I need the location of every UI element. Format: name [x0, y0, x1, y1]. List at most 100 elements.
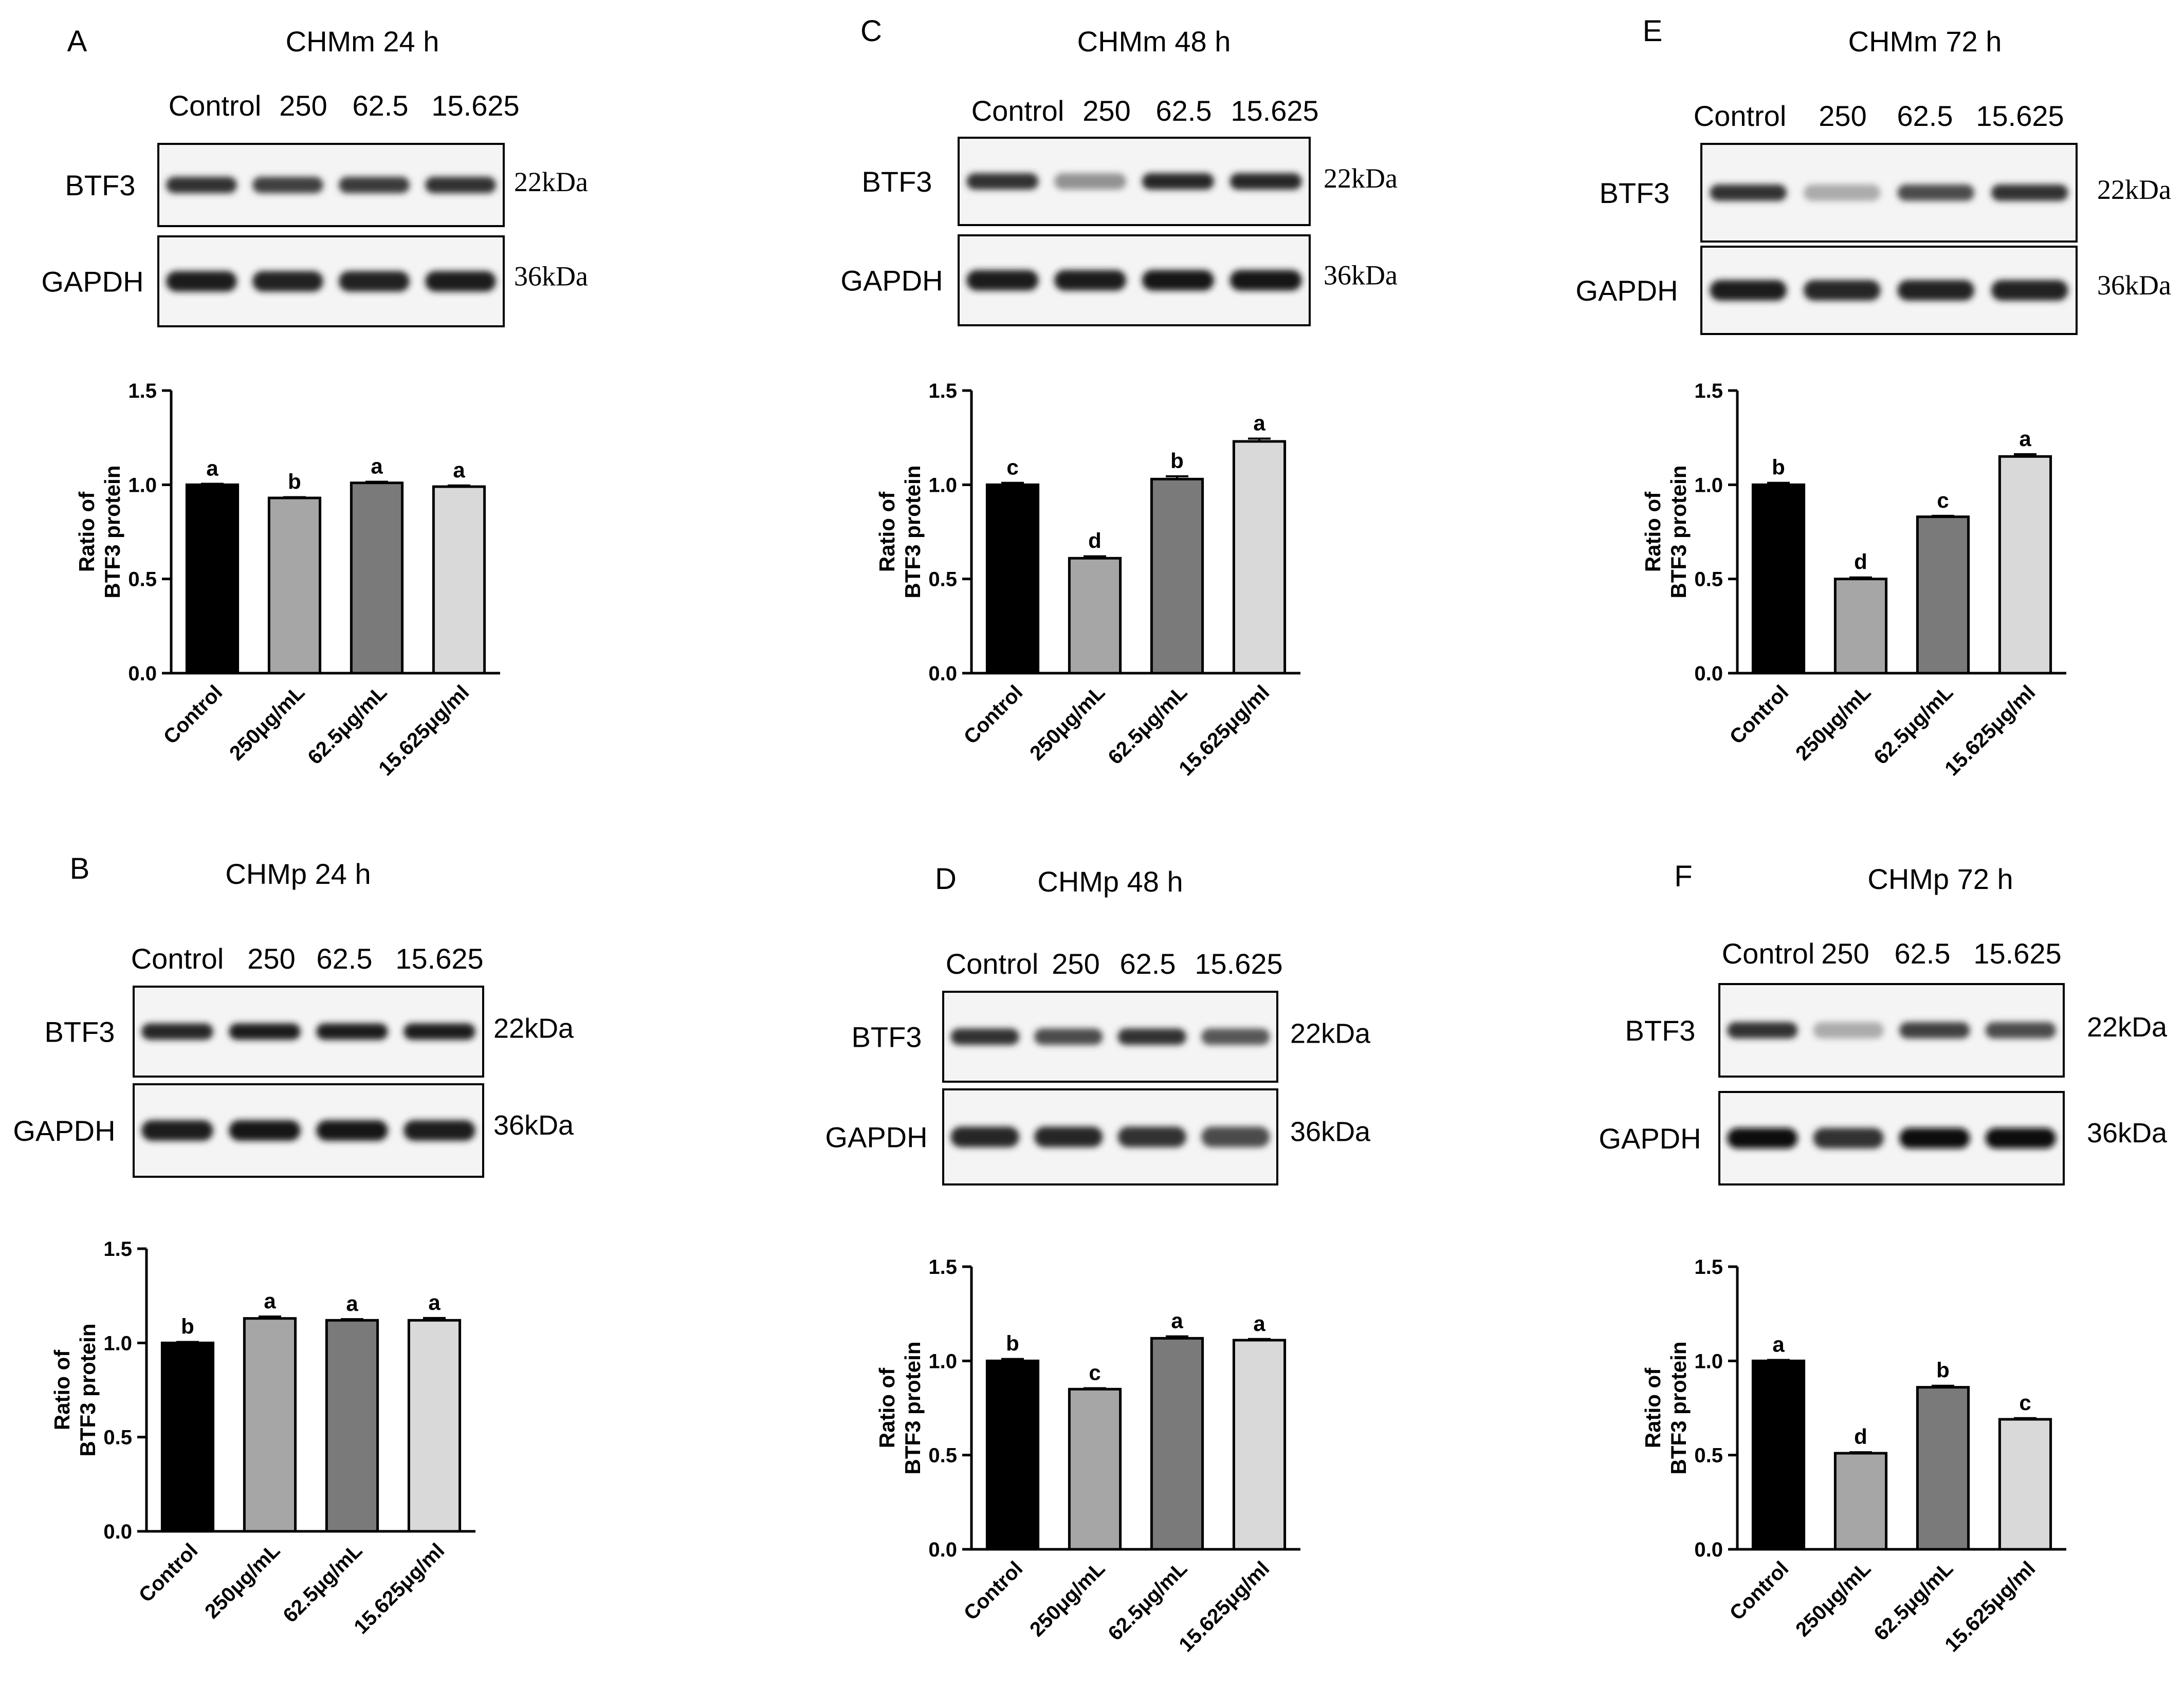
- y-tick-label: 0.0: [128, 662, 157, 685]
- blot-btf3: BTF3 22kDa: [862, 137, 1398, 226]
- significance-letter: a: [453, 458, 465, 482]
- significance-letter: d: [1854, 1424, 1867, 1449]
- bar: [1068, 1387, 1122, 1551]
- panel-b: B CHMp 24 h Control 250 62.5 15.625 BTF3 22kDa G…: [13, 852, 574, 1638]
- band: [1803, 280, 1881, 301]
- bar: [1998, 1418, 2052, 1551]
- band: [229, 1120, 301, 1141]
- significance-letter: b: [1936, 1358, 1950, 1382]
- band: [1899, 1128, 1970, 1148]
- band: [1813, 1022, 1884, 1039]
- bar: [1833, 578, 1888, 675]
- bar: [1150, 477, 1204, 675]
- blot-gapdh: GAPDH 36kDa: [840, 234, 1398, 326]
- lane-label: 15.625: [1976, 100, 2064, 132]
- lane-label: 250: [1819, 100, 1866, 132]
- bar: [985, 1359, 1040, 1551]
- band: [1897, 184, 1975, 201]
- y-tick-label: 1.5: [103, 1238, 132, 1261]
- bar: [1232, 440, 1287, 675]
- band: [1985, 1128, 2056, 1148]
- x-tick-label: 62.5μg/mL: [303, 681, 391, 769]
- bar: [407, 1319, 462, 1533]
- band: [1710, 280, 1787, 301]
- band: [1803, 184, 1881, 201]
- panel-title: CHMp 72 h: [1867, 863, 2013, 895]
- y-tick-label: 0.0: [928, 1539, 957, 1561]
- band: [1054, 173, 1127, 190]
- panel-a: A CHMm 24 h Control 250 62.5 15.625 BTF3 22kDa G…: [41, 25, 588, 780]
- x-tick-label: 250μg/mL: [225, 681, 309, 765]
- panel-d: D CHMp 48 h Control 250 62.5 15.625 BTF3 22kDa G…: [825, 862, 1371, 1656]
- band: [425, 271, 496, 292]
- band: [403, 1023, 475, 1040]
- molecular-weight-label: 22kDa: [1324, 163, 1398, 194]
- y-tick-label: 0.5: [128, 568, 157, 591]
- band: [339, 177, 410, 193]
- panel-title: CHMp 48 h: [1037, 865, 1183, 898]
- panel-label: B: [70, 852, 90, 885]
- significance-letter: b: [181, 1314, 194, 1339]
- lane-label: 250: [279, 89, 327, 122]
- blot-row-label: BTF3: [45, 1016, 115, 1048]
- x-tick-label: Control: [960, 681, 1027, 749]
- significance-letter: a: [1171, 1309, 1183, 1333]
- significance-letter: a: [346, 1291, 358, 1316]
- x-tick-label: Control: [1726, 681, 1793, 749]
- band: [1054, 270, 1127, 291]
- y-tick-label: 1.5: [128, 380, 157, 402]
- y-tick-label: 0.5: [928, 1444, 957, 1467]
- x-tick-label: 62.5μg/mL: [279, 1539, 366, 1627]
- band: [1991, 280, 2068, 301]
- band: [1727, 1128, 1798, 1148]
- molecular-weight-label: 22kDa: [514, 166, 588, 197]
- y-tick-label: 0.5: [1694, 568, 1723, 591]
- blot-row-label: BTF3: [852, 1021, 922, 1053]
- y-tick-label: 0.0: [928, 662, 957, 685]
- y-axis-label: Ratio ofBTF3 protein: [1641, 1342, 1691, 1475]
- lane-label: Control: [971, 95, 1065, 127]
- bar: [160, 1341, 215, 1533]
- significance-letter: a: [1772, 1332, 1785, 1357]
- lane-label: 250: [1821, 937, 1869, 970]
- lane-label: 62.5: [317, 942, 373, 975]
- band: [316, 1023, 388, 1040]
- blot-row-label: GAPDH: [13, 1115, 115, 1147]
- bar-chart: 0.0 0.5 1.0 1.5 Ratio ofBTF3 protein c Control…: [875, 380, 1300, 780]
- band: [966, 270, 1039, 291]
- y-tick-label: 1.0: [103, 1332, 132, 1355]
- significance-letter: b: [1006, 1331, 1019, 1356]
- bar: [1751, 483, 1806, 675]
- blot-row-label: BTF3: [1600, 177, 1670, 209]
- band: [403, 1120, 475, 1141]
- x-tick-label: 250μg/mL: [1791, 681, 1875, 765]
- molecular-weight-label: 22kDa: [2097, 174, 2171, 205]
- significance-letter: a: [264, 1289, 276, 1313]
- molecular-weight-label: 36kDa: [2097, 270, 2171, 301]
- band: [1201, 1126, 1270, 1147]
- bar: [267, 496, 322, 675]
- x-tick-label: 250μg/mL: [1025, 681, 1109, 765]
- lane-label: 62.5: [1895, 937, 1951, 970]
- blot-row-label: BTF3: [862, 165, 932, 198]
- band: [252, 271, 323, 292]
- blot-row-label: BTF3: [65, 169, 136, 201]
- y-tick-label: 0.5: [928, 568, 957, 591]
- bar-chart: 0.0 0.5 1.0 1.5 Ratio ofBTF3 protein b Control…: [1641, 380, 2066, 780]
- panel-label: A: [67, 25, 87, 58]
- significance-letter: c: [2019, 1391, 2031, 1415]
- lane-label: 15.625: [1195, 948, 1282, 980]
- panel-title: CHMm 48 h: [1077, 25, 1231, 58]
- blot-btf3: BTF3 22kDa: [1625, 983, 2168, 1078]
- y-tick-label: 1.0: [928, 1350, 957, 1373]
- significance-letter: a: [1253, 1311, 1265, 1336]
- panel-title: CHMm 72 h: [1848, 25, 2002, 58]
- band: [1899, 1022, 1970, 1039]
- band: [1117, 1028, 1186, 1045]
- band: [339, 271, 410, 292]
- significance-letter: c: [1006, 455, 1018, 479]
- band: [316, 1120, 388, 1141]
- significance-letter: b: [1772, 455, 1785, 479]
